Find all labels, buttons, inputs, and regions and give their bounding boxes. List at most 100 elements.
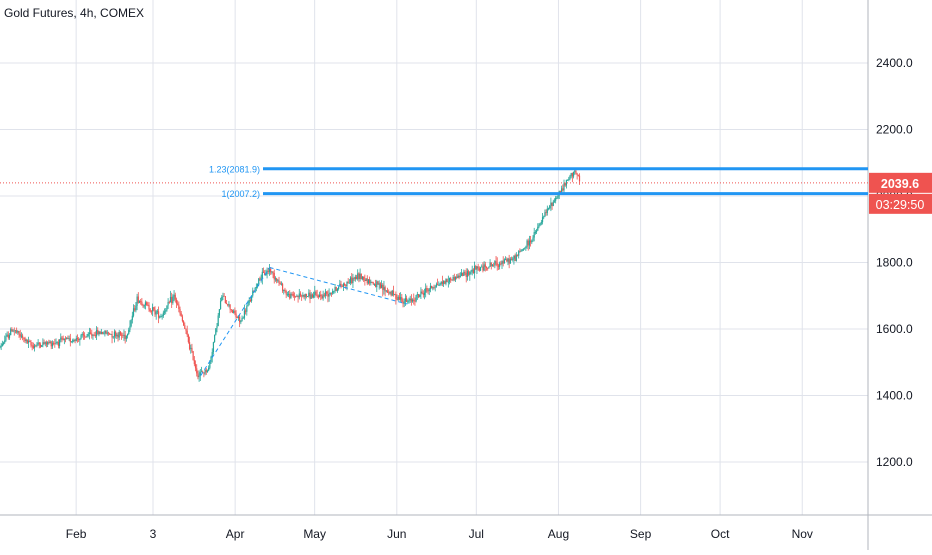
candle-body	[422, 293, 424, 295]
candle-body	[75, 338, 77, 341]
candle-body	[55, 342, 57, 344]
candle-body	[304, 293, 306, 298]
candle-body	[417, 294, 420, 297]
candle-body	[531, 240, 533, 243]
candle-body	[526, 240, 528, 247]
candle-body	[291, 293, 293, 295]
candle-body	[421, 291, 423, 294]
candle-body	[285, 291, 287, 295]
candle-body	[199, 372, 201, 376]
candle-body	[184, 325, 186, 329]
candle-body	[58, 339, 61, 346]
candle-body	[552, 201, 554, 207]
candle-body	[215, 328, 217, 335]
candle-body	[303, 295, 305, 298]
candle-body	[196, 368, 198, 374]
candle-body	[481, 266, 483, 268]
candle-body	[124, 334, 126, 339]
candle-body	[81, 334, 83, 336]
candle-body	[546, 208, 548, 213]
candle-body	[13, 330, 15, 332]
candle-body	[525, 246, 527, 248]
candle-body	[7, 334, 9, 338]
candle-body	[217, 315, 219, 326]
candle-body	[212, 342, 215, 353]
candle-body	[456, 276, 458, 279]
candle-body	[26, 339, 28, 343]
candle-body	[434, 286, 436, 288]
candle-body	[78, 339, 80, 341]
candle-body	[353, 278, 355, 280]
candle-body	[162, 312, 164, 316]
candle-body	[328, 294, 330, 297]
candle-body	[56, 342, 58, 343]
candle-body	[190, 347, 192, 349]
candle-body	[267, 270, 269, 272]
candle-body	[338, 286, 340, 290]
x-tick-label: Apr	[226, 527, 245, 541]
candle-body	[216, 325, 218, 329]
candle-body	[305, 293, 308, 297]
candle-body	[538, 225, 540, 227]
candle-body	[131, 315, 133, 320]
candle-body	[423, 292, 426, 295]
candle-body	[16, 330, 18, 333]
candle-body	[206, 370, 209, 373]
candle-body	[524, 247, 526, 249]
x-tick-label: Aug	[548, 527, 569, 541]
candle-body	[137, 296, 139, 303]
candle-body	[283, 289, 285, 291]
candle-body	[41, 345, 43, 347]
candle-body	[39, 344, 42, 347]
candle-body	[309, 292, 311, 299]
candle-body	[404, 298, 407, 302]
candle-body	[564, 183, 566, 186]
candle-body	[366, 278, 368, 284]
candle-body	[460, 272, 463, 276]
candle-body	[248, 299, 250, 304]
candle-body	[497, 265, 500, 267]
candle-body	[31, 345, 33, 347]
candle-body	[88, 332, 90, 334]
candle-body	[89, 332, 92, 334]
candle-body	[53, 343, 55, 345]
candle-body	[272, 271, 274, 273]
candle-body	[409, 298, 411, 301]
candle-body	[154, 309, 156, 315]
candle-body	[74, 339, 76, 341]
candle-body	[173, 294, 175, 297]
candle-body	[462, 272, 464, 276]
candle-body	[277, 280, 279, 282]
candle-body	[42, 342, 44, 346]
candle-body	[94, 335, 96, 337]
candle-body	[295, 296, 297, 298]
candle-body	[50, 341, 52, 347]
candle-body	[33, 345, 36, 348]
candle-body	[141, 301, 143, 306]
candle-body	[562, 188, 564, 191]
candle-body	[530, 240, 532, 243]
candle-body	[574, 170, 576, 172]
candle-body	[386, 290, 389, 293]
candle-body	[435, 284, 438, 287]
candle-body	[355, 276, 358, 280]
candle-body	[361, 276, 364, 280]
y-tick-label: 2200.0	[876, 123, 913, 137]
candle-body	[411, 299, 414, 302]
candle-body	[116, 334, 118, 337]
candle-body	[62, 338, 64, 341]
candle-body	[414, 301, 416, 302]
candle-body	[377, 281, 379, 285]
candle-body	[454, 276, 457, 280]
candle-body	[69, 338, 71, 343]
candle-body	[134, 308, 136, 311]
candle-body	[509, 258, 511, 264]
candle-body	[451, 279, 453, 281]
candle-body	[549, 205, 551, 209]
candle-body	[87, 333, 89, 336]
candle-body	[103, 333, 105, 335]
candle-body	[557, 195, 559, 198]
candle-body	[565, 179, 567, 186]
candle-body	[129, 326, 131, 330]
